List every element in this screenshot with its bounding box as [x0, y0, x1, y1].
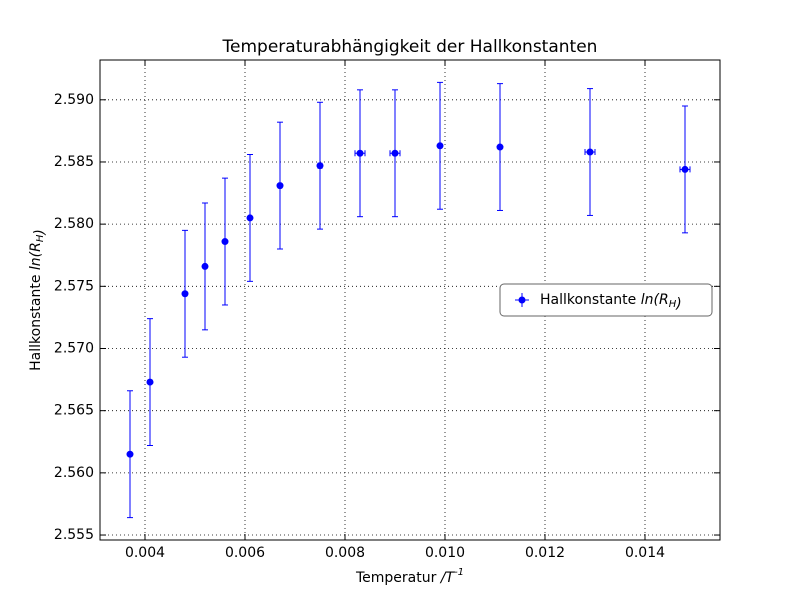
x-tick-label: 0.006: [225, 545, 265, 561]
y-tick-label: 2.585: [54, 154, 94, 170]
legend-label: Hallkonstante ln(RH): [540, 292, 682, 312]
y-tick-label: 2.590: [54, 92, 94, 108]
data-point: [126, 450, 134, 458]
y-tick-label: 2.565: [54, 403, 94, 419]
x-tick-label: 0.014: [625, 545, 665, 561]
y-tick-label: 2.560: [54, 465, 94, 481]
data-point: [221, 238, 229, 246]
x-tick-label: 0.004: [125, 545, 165, 561]
data-point: [276, 182, 284, 190]
data-point: [246, 214, 254, 222]
legend: Hallkonstante ln(RH): [499, 283, 713, 317]
x-axis-label: Temperatur /T-1: [355, 567, 464, 586]
data-point: [391, 149, 399, 157]
data-point: [201, 262, 209, 270]
y-tick-label: 2.575: [54, 278, 94, 294]
y-tick-label: 2.570: [54, 340, 94, 356]
data-point: [356, 149, 364, 157]
data-point: [436, 142, 444, 150]
x-tick-label: 0.010: [425, 545, 465, 561]
data-point: [181, 290, 189, 298]
chart-title: Temperaturabhängigkeit der Hallkonstante…: [222, 37, 598, 57]
plot-frame: [99, 59, 721, 541]
y-tick-label: 2.580: [54, 216, 94, 232]
data-point: [586, 148, 594, 156]
data-point: [681, 165, 689, 173]
data-point: [146, 378, 154, 386]
y-axis-label: Hallkonstante ln(RH): [28, 229, 48, 371]
data-point: [496, 143, 504, 151]
x-tick-label: 0.012: [525, 545, 565, 561]
data-point: [316, 162, 324, 170]
x-tick-label: 0.008: [325, 545, 365, 561]
legend-frame: [499, 283, 713, 317]
legend-marker: [518, 296, 526, 304]
y-tick-label: 2.555: [54, 527, 94, 543]
